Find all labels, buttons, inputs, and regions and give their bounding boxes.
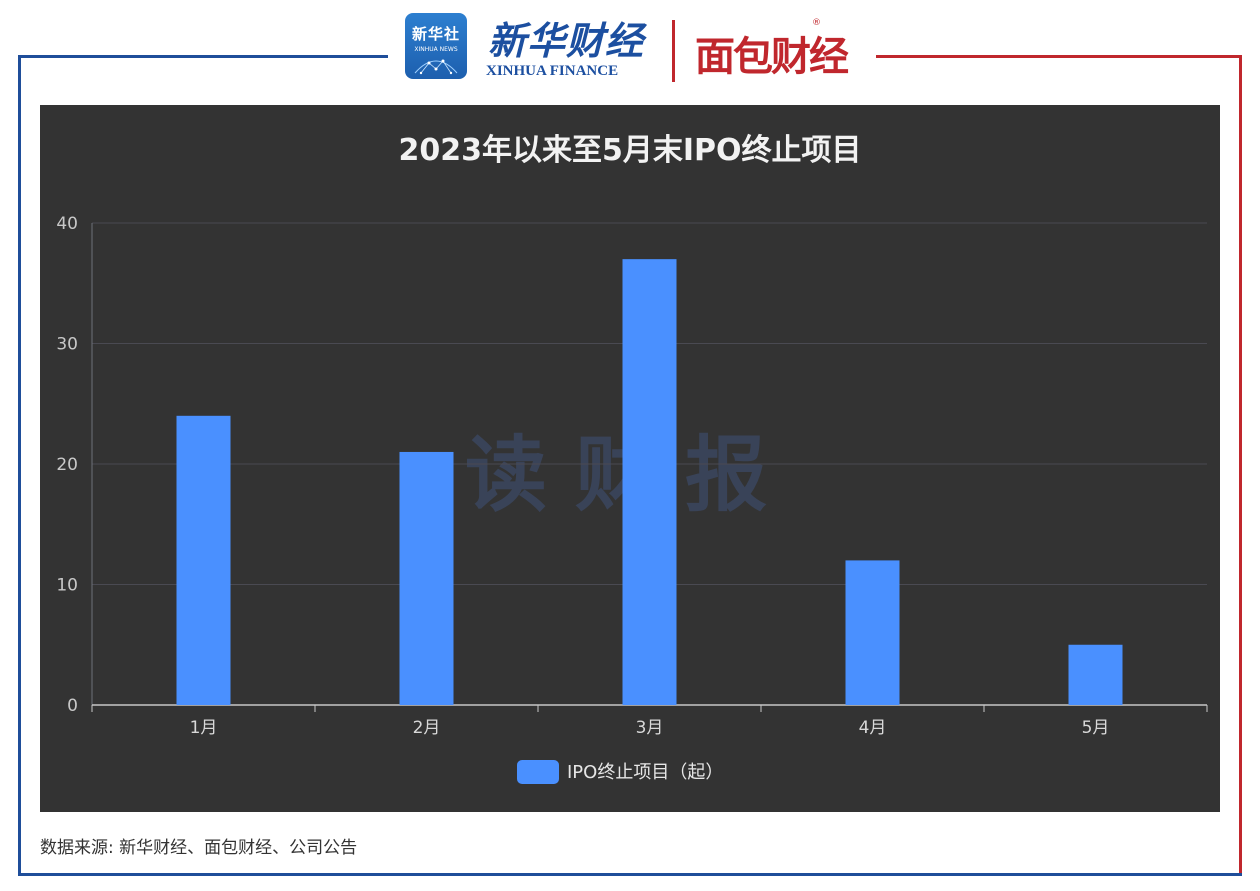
xinhua-news-logo: 新华社 XINHUA NEWS xyxy=(405,13,467,79)
data-source-note: 数据来源: 新华财经、面包财经、公司公告 xyxy=(40,838,358,858)
x-tick-label: 1月 xyxy=(190,718,218,738)
frame-top-left-line xyxy=(18,55,388,58)
network-globe-icon xyxy=(414,59,458,75)
logo-separator xyxy=(672,20,675,82)
bar-3[interactable] xyxy=(622,259,677,705)
y-tick-label: 10 xyxy=(56,576,78,596)
x-tick-label: 5月 xyxy=(1082,718,1110,738)
y-tick-label: 0 xyxy=(67,696,78,716)
legend-label[interactable]: IPO终止项目（起） xyxy=(567,762,723,783)
frame-right-line xyxy=(1239,55,1242,876)
bar-chart: 2023年以来至5月末IPO终止项目 读财报 0 10 20 30 40 1月 2月 3月 4月… xyxy=(56,133,1208,784)
xinhua-badge-en: XINHUA NEWS xyxy=(414,46,458,53)
chart-title: 2023年以来至5月末IPO终止项目 xyxy=(398,133,861,168)
bar-2[interactable] xyxy=(399,451,454,705)
x-tick-label: 2月 xyxy=(413,718,441,738)
bar-4[interactable] xyxy=(845,560,900,705)
y-tick-label: 30 xyxy=(56,335,78,355)
xinhua-finance-cn-logo: 新华财经 xyxy=(488,18,645,63)
xinhua-badge-cn: 新华社 xyxy=(411,25,460,43)
frame-top-right-line xyxy=(876,55,1242,58)
y-tick-label: 20 xyxy=(56,455,78,475)
watermark-text: 读财报 xyxy=(465,428,795,523)
frame-left-line xyxy=(18,55,21,876)
header-logos: 新华社 XINHUA NEWS 新华财经 XINHUA FINANCE 面包财经… xyxy=(400,10,870,86)
xinhua-finance-en-logo: XINHUA FINANCE xyxy=(486,63,619,79)
mianbao-finance-logo: 面包财经 xyxy=(695,34,849,80)
frame-bottom-line xyxy=(18,873,1242,876)
bar-1[interactable] xyxy=(176,415,231,705)
x-tick-label: 4月 xyxy=(859,718,887,738)
legend-swatch[interactable] xyxy=(517,760,559,784)
x-tick-label: 3月 xyxy=(636,718,664,738)
bar-5[interactable] xyxy=(1068,644,1123,705)
registered-mark: ® xyxy=(812,18,821,28)
y-tick-label: 40 xyxy=(56,214,78,234)
chart-panel: 2023年以来至5月末IPO终止项目 读财报 0 10 20 30 40 1月 2月 3月 4月… xyxy=(40,105,1220,812)
